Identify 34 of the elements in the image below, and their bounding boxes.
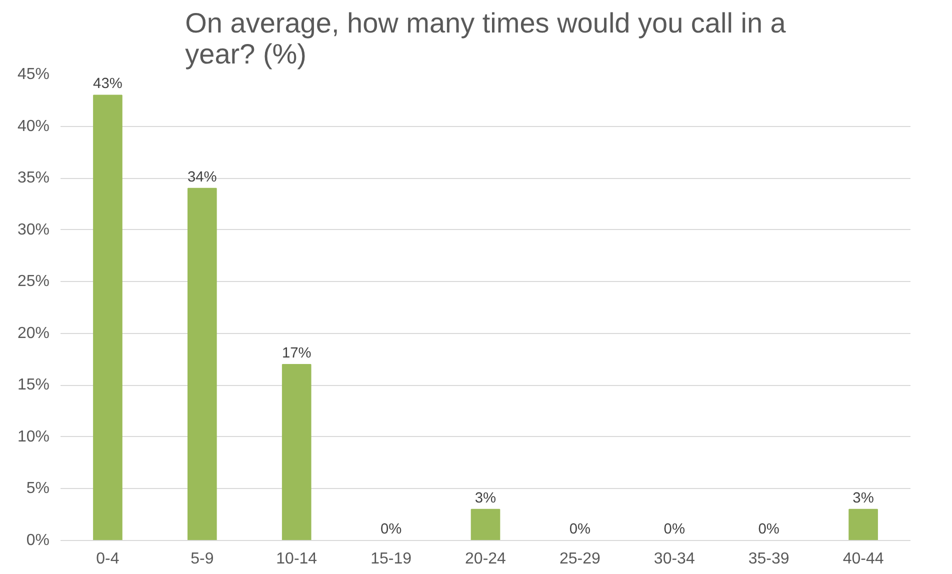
x-tick-label: 25-29: [559, 550, 601, 568]
data-label: 0%: [664, 522, 685, 538]
y-tick-label: 40%: [17, 118, 50, 135]
data-label: 3%: [474, 490, 496, 506]
y-tick-label: 0%: [26, 532, 50, 549]
y-tick-label: 45%: [17, 66, 50, 83]
x-tick-label: 15-19: [370, 550, 412, 568]
data-label: 43%: [93, 76, 122, 92]
x-tick-label: 0-4: [96, 550, 120, 568]
bar: [93, 94, 122, 540]
data-label: 0%: [758, 522, 780, 538]
x-tick-label: 10-14: [276, 550, 318, 568]
bar: [848, 508, 878, 540]
y-tick-label: 35%: [17, 170, 50, 187]
y-tick-label: 25%: [17, 273, 50, 290]
data-label: 3%: [852, 490, 874, 506]
y-tick-label: 20%: [17, 324, 50, 342]
data-label: 0%: [569, 522, 591, 538]
y-tick-label: 10%: [17, 428, 50, 446]
bar: [282, 364, 312, 540]
x-tick-label: 5-9: [190, 550, 214, 568]
bar: [470, 508, 500, 540]
chart-title: On average, how many times would you call in a year? (%): [185, 8, 786, 70]
data-label: 34%: [188, 169, 217, 186]
y-tick-label: 15%: [17, 376, 50, 394]
x-tick-label: 30-34: [654, 550, 695, 568]
bar: [188, 188, 217, 540]
x-tick-label: 40-44: [842, 550, 884, 568]
data-label: 17%: [282, 345, 312, 362]
data-label: 0%: [380, 522, 402, 538]
x-tick-label: 20-24: [465, 550, 506, 568]
y-tick-label: 5%: [26, 480, 50, 498]
x-tick-label: 35-39: [748, 550, 790, 568]
y-tick-label: 30%: [17, 221, 50, 238]
